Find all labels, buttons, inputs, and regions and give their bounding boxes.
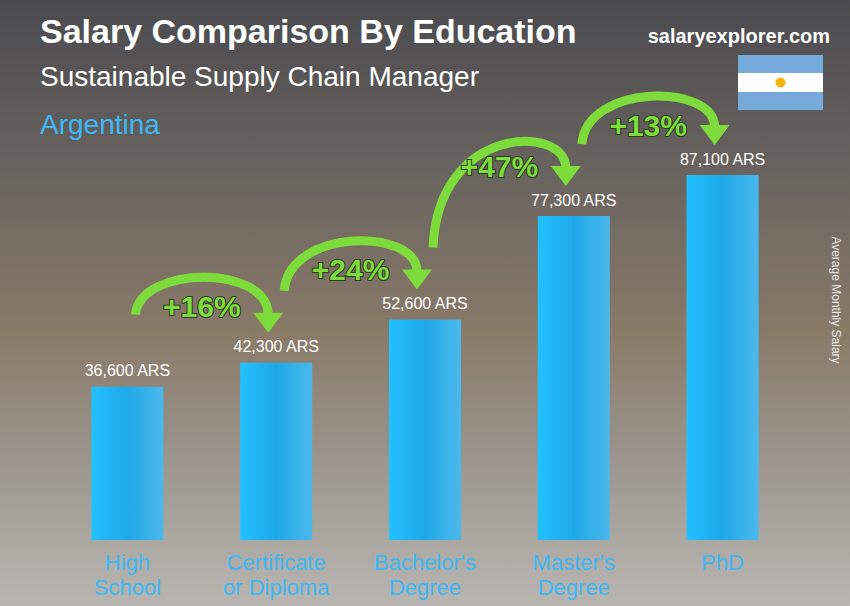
svg-text:Bachelor's: Bachelor's [374,550,476,575]
svg-text:or Diploma: or Diploma [223,575,330,600]
svg-text:+47%: +47% [461,150,539,183]
svg-text:52,600 ARS: 52,600 ARS [382,295,467,312]
svg-text:42,300 ARS: 42,300 ARS [233,338,318,355]
svg-text:Average Monthly Salary: Average Monthly Salary [829,236,843,363]
svg-text:salaryexplorer.com: salaryexplorer.com [648,25,830,47]
svg-text:PhD: PhD [701,550,744,575]
svg-text:+13%: +13% [609,109,687,142]
svg-text:Degree: Degree [389,575,461,600]
svg-text:77,300 ARS: 77,300 ARS [531,192,616,209]
svg-text:Certificate: Certificate [227,550,326,575]
svg-text:Sustainable Supply Chain Manag: Sustainable Supply Chain Manager [40,61,479,92]
svg-text:School: School [94,575,161,600]
svg-text:Argentina: Argentina [40,109,160,140]
svg-text:87,100 ARS: 87,100 ARS [680,151,765,168]
svg-text:+16%: +16% [163,290,241,323]
svg-text:Degree: Degree [538,575,610,600]
svg-text:+24%: +24% [312,253,390,286]
svg-text:High: High [105,550,150,575]
svg-text:36,600 ARS: 36,600 ARS [85,362,170,379]
svg-text:Master's: Master's [533,550,615,575]
svg-text:Salary Comparison By Education: Salary Comparison By Education [40,12,577,50]
